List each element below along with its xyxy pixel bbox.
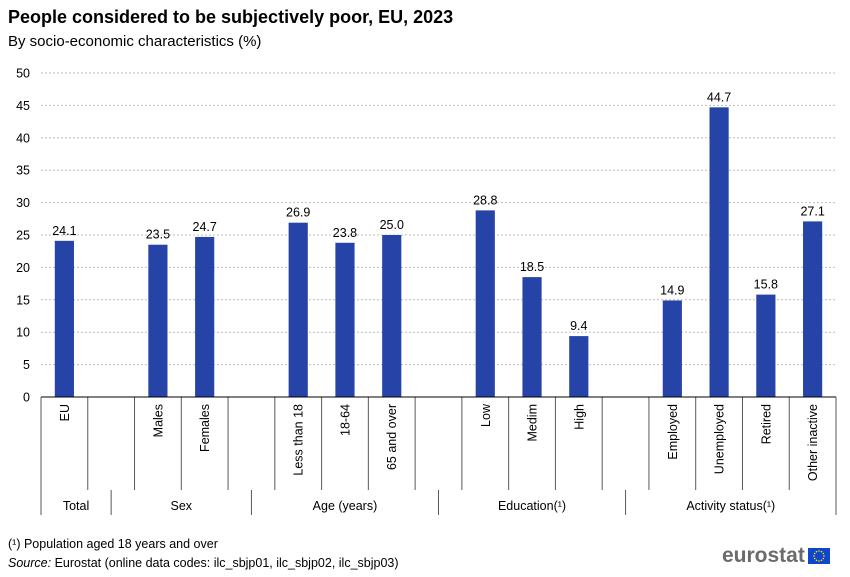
flag-star-icon [813,552,816,555]
data-label: 26.9 [286,206,310,220]
flag-star-icon [822,557,824,560]
category-label: Retired [759,404,773,444]
data-label: 15.8 [754,278,778,292]
flag-star-icon [818,550,820,552]
flag-star-icon [813,555,815,557]
source-note: Source: Eurostat (online data codes: ilc… [8,556,399,570]
y-tick-label: 0 [23,391,30,405]
group-label: Activity status(¹) [686,499,775,513]
data-label: 24.7 [193,220,217,234]
data-label: 9.4 [570,319,587,333]
data-label: 24.1 [52,224,76,238]
flag-star-icon [822,552,824,555]
y-tick-label: 40 [16,131,30,145]
group-label: Age (years) [313,499,378,513]
y-tick-label: 45 [16,99,30,113]
data-label: 18.5 [520,260,544,274]
group-label: Sex [171,499,193,513]
data-label: 23.5 [146,228,170,242]
logo-text: eurostat [722,544,805,567]
category-label: High [572,404,586,430]
bar [195,236,215,397]
flag-star-icon [823,555,825,557]
category-label: EU [58,404,72,421]
category-label: 65 and over [385,404,399,470]
data-label: 28.8 [473,193,497,207]
y-tick-label: 30 [16,196,30,210]
y-tick-label: 35 [16,164,30,178]
bar [382,235,402,397]
bar [522,277,542,397]
category-label: Other inactive [806,404,820,481]
flag-star-icon [820,550,823,553]
data-label: 44.7 [707,90,731,104]
bar [335,242,355,397]
bar [475,210,495,397]
data-label: 23.8 [333,226,357,240]
flag-star-icon [813,557,816,560]
eu-flag-icon [807,548,830,564]
bar [288,222,308,397]
category-label: Less than 18 [292,404,306,476]
flag-star-icon [815,559,818,562]
group-label: Total [63,499,89,513]
chart-title: People considered to be subjectively poo… [8,7,454,27]
data-label: 25.0 [380,218,404,232]
category-label: Unemployed [713,404,727,474]
y-tick-label: 5 [23,358,30,372]
eurostat-logo: eurostat [722,544,830,568]
flag-star-icon [815,550,818,553]
y-tick-label: 25 [16,229,30,243]
category-label: Medim [526,404,540,442]
chart-subtitle: By socio-economic characteristics (%) [8,33,262,50]
y-tick-label: 10 [16,326,30,340]
bar [662,300,682,397]
source-text: Eurostat (online data codes: ilc_sbjp01,… [51,556,399,570]
category-label: Employed [666,404,680,460]
flag-star-icon [820,559,823,562]
bar [148,244,168,397]
bar [756,294,776,397]
category-label: Males [151,404,165,437]
bar [803,221,823,397]
category-label: 18-64 [338,404,352,436]
category-label: Low [479,403,493,427]
source-label: Source: [8,556,52,570]
y-tick-label: 20 [16,261,30,275]
category-label: Females [198,404,212,452]
bar [569,336,589,397]
y-tick-label: 50 [16,67,30,81]
group-label: Education(¹) [498,499,566,513]
data-label: 27.1 [800,204,824,218]
data-label: 14.9 [660,283,684,297]
bar [54,240,74,397]
footnote: (¹) Population aged 18 years and over [8,537,218,551]
flag-star-icon [818,560,820,562]
y-tick-label: 15 [16,293,30,307]
bar [709,107,729,398]
